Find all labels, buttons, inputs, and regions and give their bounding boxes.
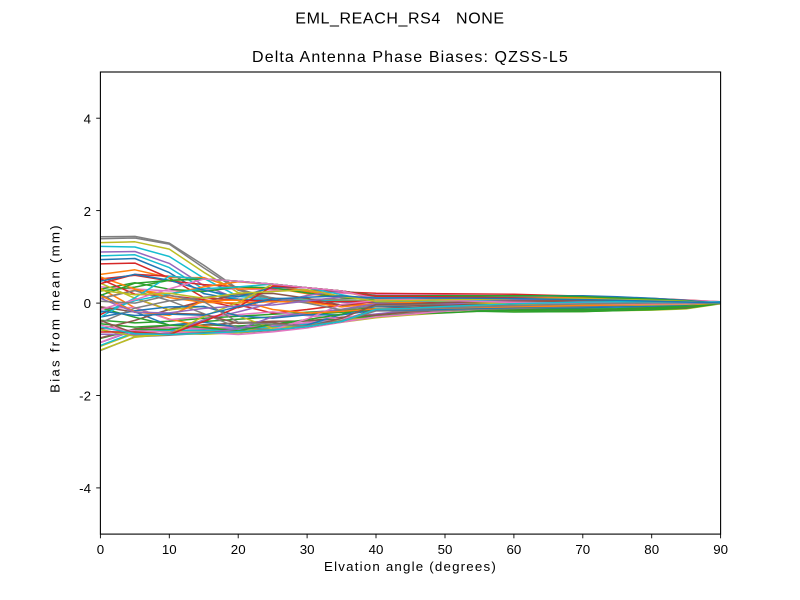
svg-text:50: 50 [438, 542, 453, 557]
svg-text:2: 2 [84, 204, 91, 219]
svg-text:0: 0 [84, 296, 91, 311]
svg-text:Bias from mean (mm): Bias from mean (mm) [48, 223, 63, 393]
svg-text:4: 4 [84, 111, 91, 126]
svg-text:Delta Antenna Phase Biases: QZ: Delta Antenna Phase Biases: QZSS-L5 [252, 49, 569, 66]
svg-text:90: 90 [713, 542, 728, 557]
svg-text:80: 80 [644, 542, 659, 557]
svg-text:-2: -2 [79, 389, 91, 404]
svg-text:Elvation angle (degrees): Elvation angle (degrees) [324, 559, 497, 574]
svg-text:40: 40 [369, 542, 384, 557]
svg-text:30: 30 [300, 542, 315, 557]
svg-text:10: 10 [162, 542, 177, 557]
svg-text:60: 60 [507, 542, 522, 557]
svg-text:EML_REACH_RS4 NONE: EML_REACH_RS4 NONE [295, 11, 504, 28]
svg-text:70: 70 [575, 542, 590, 557]
svg-text:0: 0 [97, 542, 104, 557]
svg-text:20: 20 [231, 542, 246, 557]
svg-text:-4: -4 [79, 481, 91, 496]
